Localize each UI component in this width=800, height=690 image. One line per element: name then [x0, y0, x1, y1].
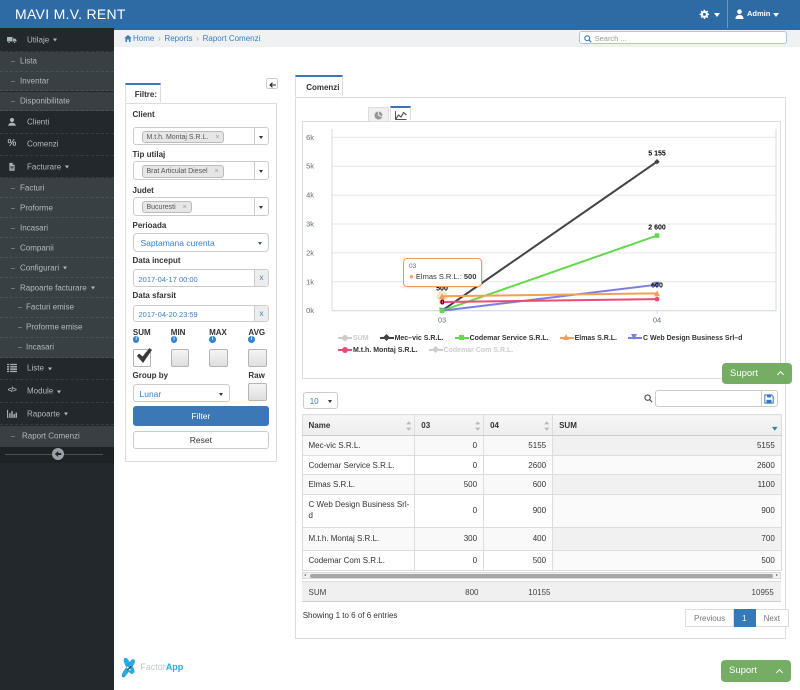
svg-text:600: 600 [651, 282, 663, 289]
svg-text:4k: 4k [306, 190, 314, 199]
svg-text:03: 03 [438, 315, 446, 324]
svg-text:6k: 6k [306, 132, 314, 141]
svg-text:500: 500 [436, 285, 448, 292]
svg-text:3k: 3k [306, 219, 314, 228]
svg-text:0: 0 [441, 299, 445, 306]
svg-text:2k: 2k [306, 248, 314, 257]
svg-text:0k: 0k [306, 306, 314, 315]
svg-text:04: 04 [653, 315, 661, 324]
svg-text:5 155: 5 155 [648, 150, 666, 157]
svg-text:5k: 5k [306, 161, 314, 170]
svg-text:1k: 1k [306, 277, 314, 286]
svg-text:2 600: 2 600 [648, 224, 666, 231]
